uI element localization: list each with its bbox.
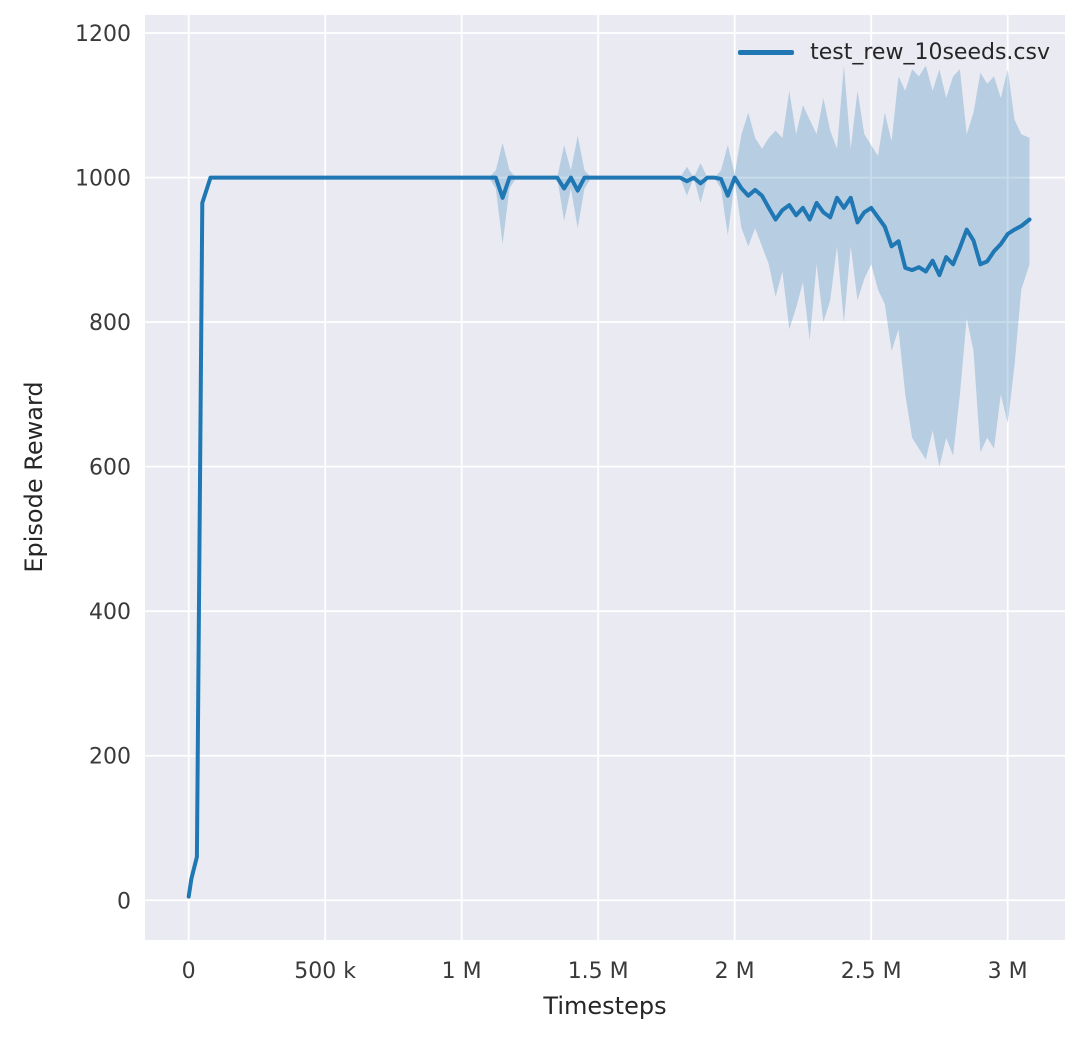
y-tick-label: 600 bbox=[89, 456, 131, 481]
x-tick-label: 2 M bbox=[715, 959, 755, 984]
x-tick-label: 2.5 M bbox=[841, 959, 902, 984]
x-axis-title: Timesteps bbox=[543, 992, 667, 1020]
y-tick-label: 1000 bbox=[75, 167, 131, 192]
confidence-band bbox=[188, 65, 1030, 897]
x-tick-label: 1.5 M bbox=[568, 959, 629, 984]
y-tick-label: 800 bbox=[89, 311, 131, 336]
x-tick-label: 0 bbox=[182, 959, 196, 984]
legend-label: test_rew_10seeds.csv bbox=[810, 40, 1050, 65]
legend-line-sample bbox=[738, 50, 795, 55]
y-tick-label: 400 bbox=[89, 600, 131, 625]
mean-line bbox=[186, 175, 1032, 899]
y-tick-label: 200 bbox=[89, 745, 131, 770]
y-tick-label: 0 bbox=[117, 889, 131, 914]
y-tick-label: 1200 bbox=[75, 22, 131, 47]
x-tick-label: 500 k bbox=[294, 959, 356, 984]
x-tick-label: 1 M bbox=[442, 959, 482, 984]
y-axis-title: Episode Reward bbox=[20, 381, 48, 573]
x-tick-label: 3 M bbox=[988, 959, 1028, 984]
plot-background bbox=[145, 15, 1065, 940]
legend: test_rew_10seeds.csv bbox=[738, 40, 1050, 65]
